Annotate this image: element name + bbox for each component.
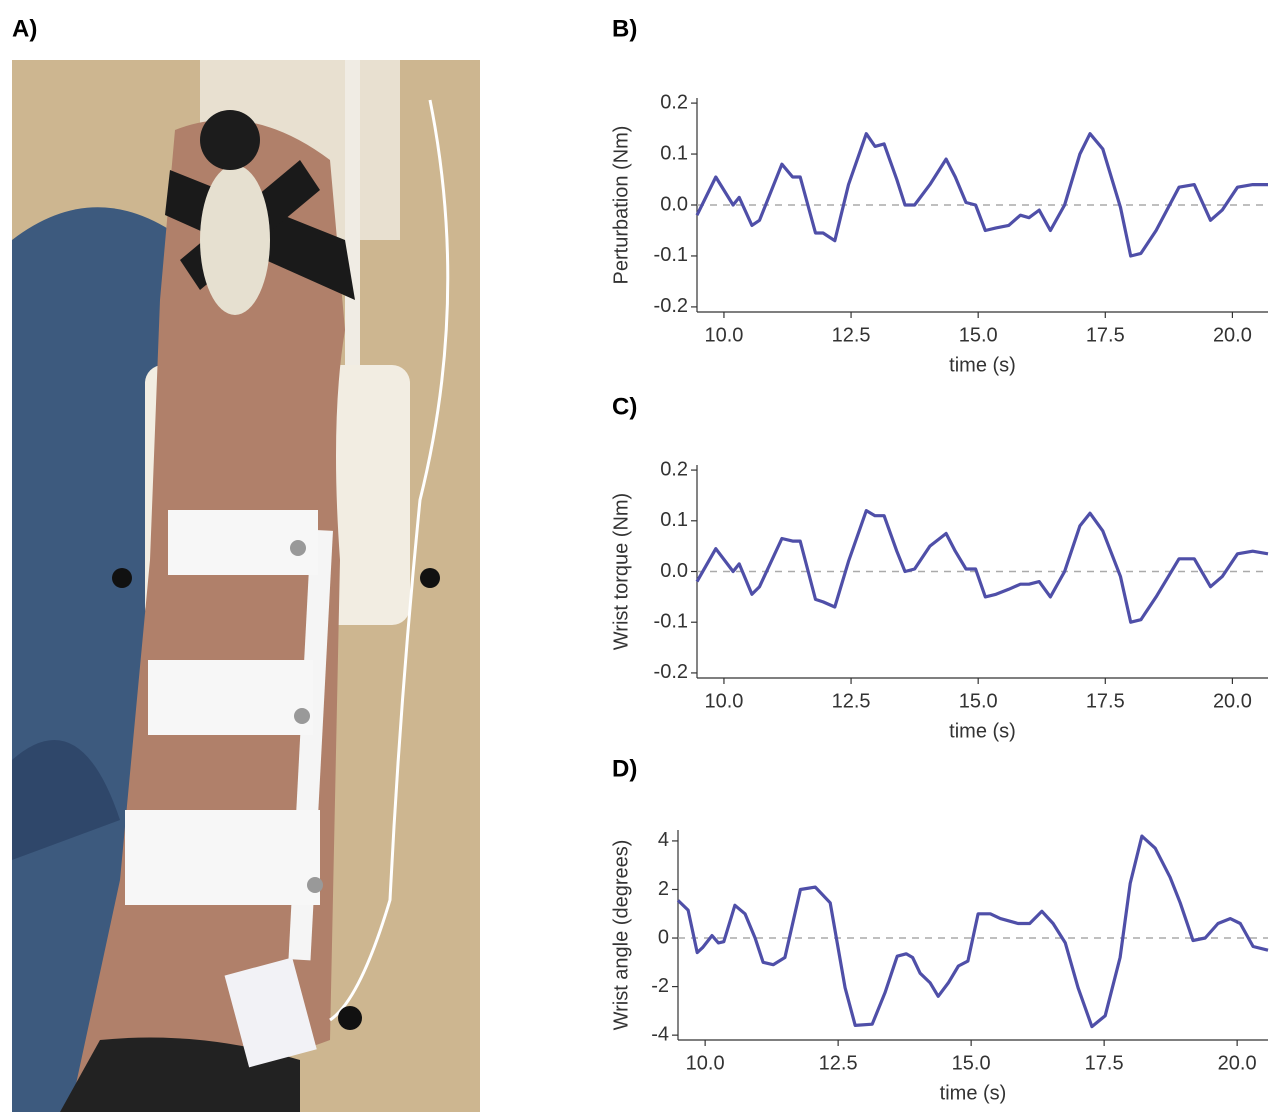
x-axis-title: time (s) — [949, 720, 1016, 742]
panel-label: D) — [612, 755, 637, 782]
chart: D) -4 -2 0 2 4 10.0 12.5 15.0 17.5 20.0 time (s) Wri… — [610, 755, 1268, 1104]
x-axis-title: time (s) — [949, 354, 1016, 376]
y-tick-label: 0 — [658, 926, 669, 948]
photo: A) — [12, 15, 480, 1112]
x-tick-label: 17.5 — [1086, 324, 1125, 346]
x-tick-label: 17.5 — [1085, 1052, 1124, 1074]
figure: A) B)-0.2-0.10.00.10.210.012.515.017.520… — [0, 0, 1277, 1112]
data-line — [697, 134, 1268, 256]
panel-label: A) — [12, 15, 37, 42]
x-tick-label: 10.0 — [704, 690, 743, 712]
x-tick-label: 12.5 — [832, 324, 871, 346]
y-tick-label: 0.0 — [660, 193, 688, 215]
x-tick-label: 10.0 — [704, 324, 743, 346]
x-tick-label: 15.0 — [952, 1052, 991, 1074]
x-tick-label: 15.0 — [959, 324, 998, 346]
x-tick-label: 12.5 — [832, 690, 871, 712]
y-tick-label: -2 — [651, 975, 669, 997]
y-axis-title: Wrist torque (Nm) — [610, 493, 632, 650]
x-axis-title: time (s) — [940, 1082, 1007, 1104]
x-tick-label: 20.0 — [1213, 324, 1252, 346]
y-tick-label: -0.2 — [654, 661, 688, 683]
y-tick-label: -0.2 — [654, 295, 688, 317]
y-tick-label: 4 — [658, 829, 669, 851]
x-tick-label: 12.5 — [819, 1052, 858, 1074]
y-tick-label: 2 — [658, 878, 669, 900]
panel-label: C) — [612, 393, 637, 420]
x-tick-label: 17.5 — [1086, 690, 1125, 712]
x-tick-label: 10.0 — [686, 1052, 725, 1074]
x-tick-label: 20.0 — [1213, 690, 1252, 712]
y-tick-label: 0.0 — [660, 560, 688, 582]
data-line — [697, 511, 1268, 623]
y-tick-label: -0.1 — [654, 610, 688, 632]
y-axis-title: Wrist angle (degrees) — [610, 840, 632, 1031]
panel-label: B) — [612, 15, 637, 42]
y-tick-label: -0.1 — [654, 244, 688, 266]
x-tick-label: 15.0 — [959, 690, 998, 712]
y-axis-title: Perturbation (Nm) — [610, 126, 632, 285]
chart: B) -0.2 -0.1 0.0 0.1 0.2 10.0 12.5 15.0 17.5 20.0 t… — [610, 15, 1268, 376]
y-tick-label: 0.2 — [660, 91, 688, 113]
y-tick-label: -4 — [651, 1023, 669, 1045]
x-tick-label: 20.0 — [1218, 1052, 1257, 1074]
y-tick-label: 0.1 — [660, 509, 688, 531]
data-line — [678, 836, 1268, 1027]
y-tick-label: 0.1 — [660, 142, 688, 164]
y-tick-label: 0.2 — [660, 458, 688, 480]
chart: C) -0.2 -0.1 0.0 0.1 0.2 10.0 12.5 15.0 17.5 20.0 t… — [610, 393, 1268, 742]
